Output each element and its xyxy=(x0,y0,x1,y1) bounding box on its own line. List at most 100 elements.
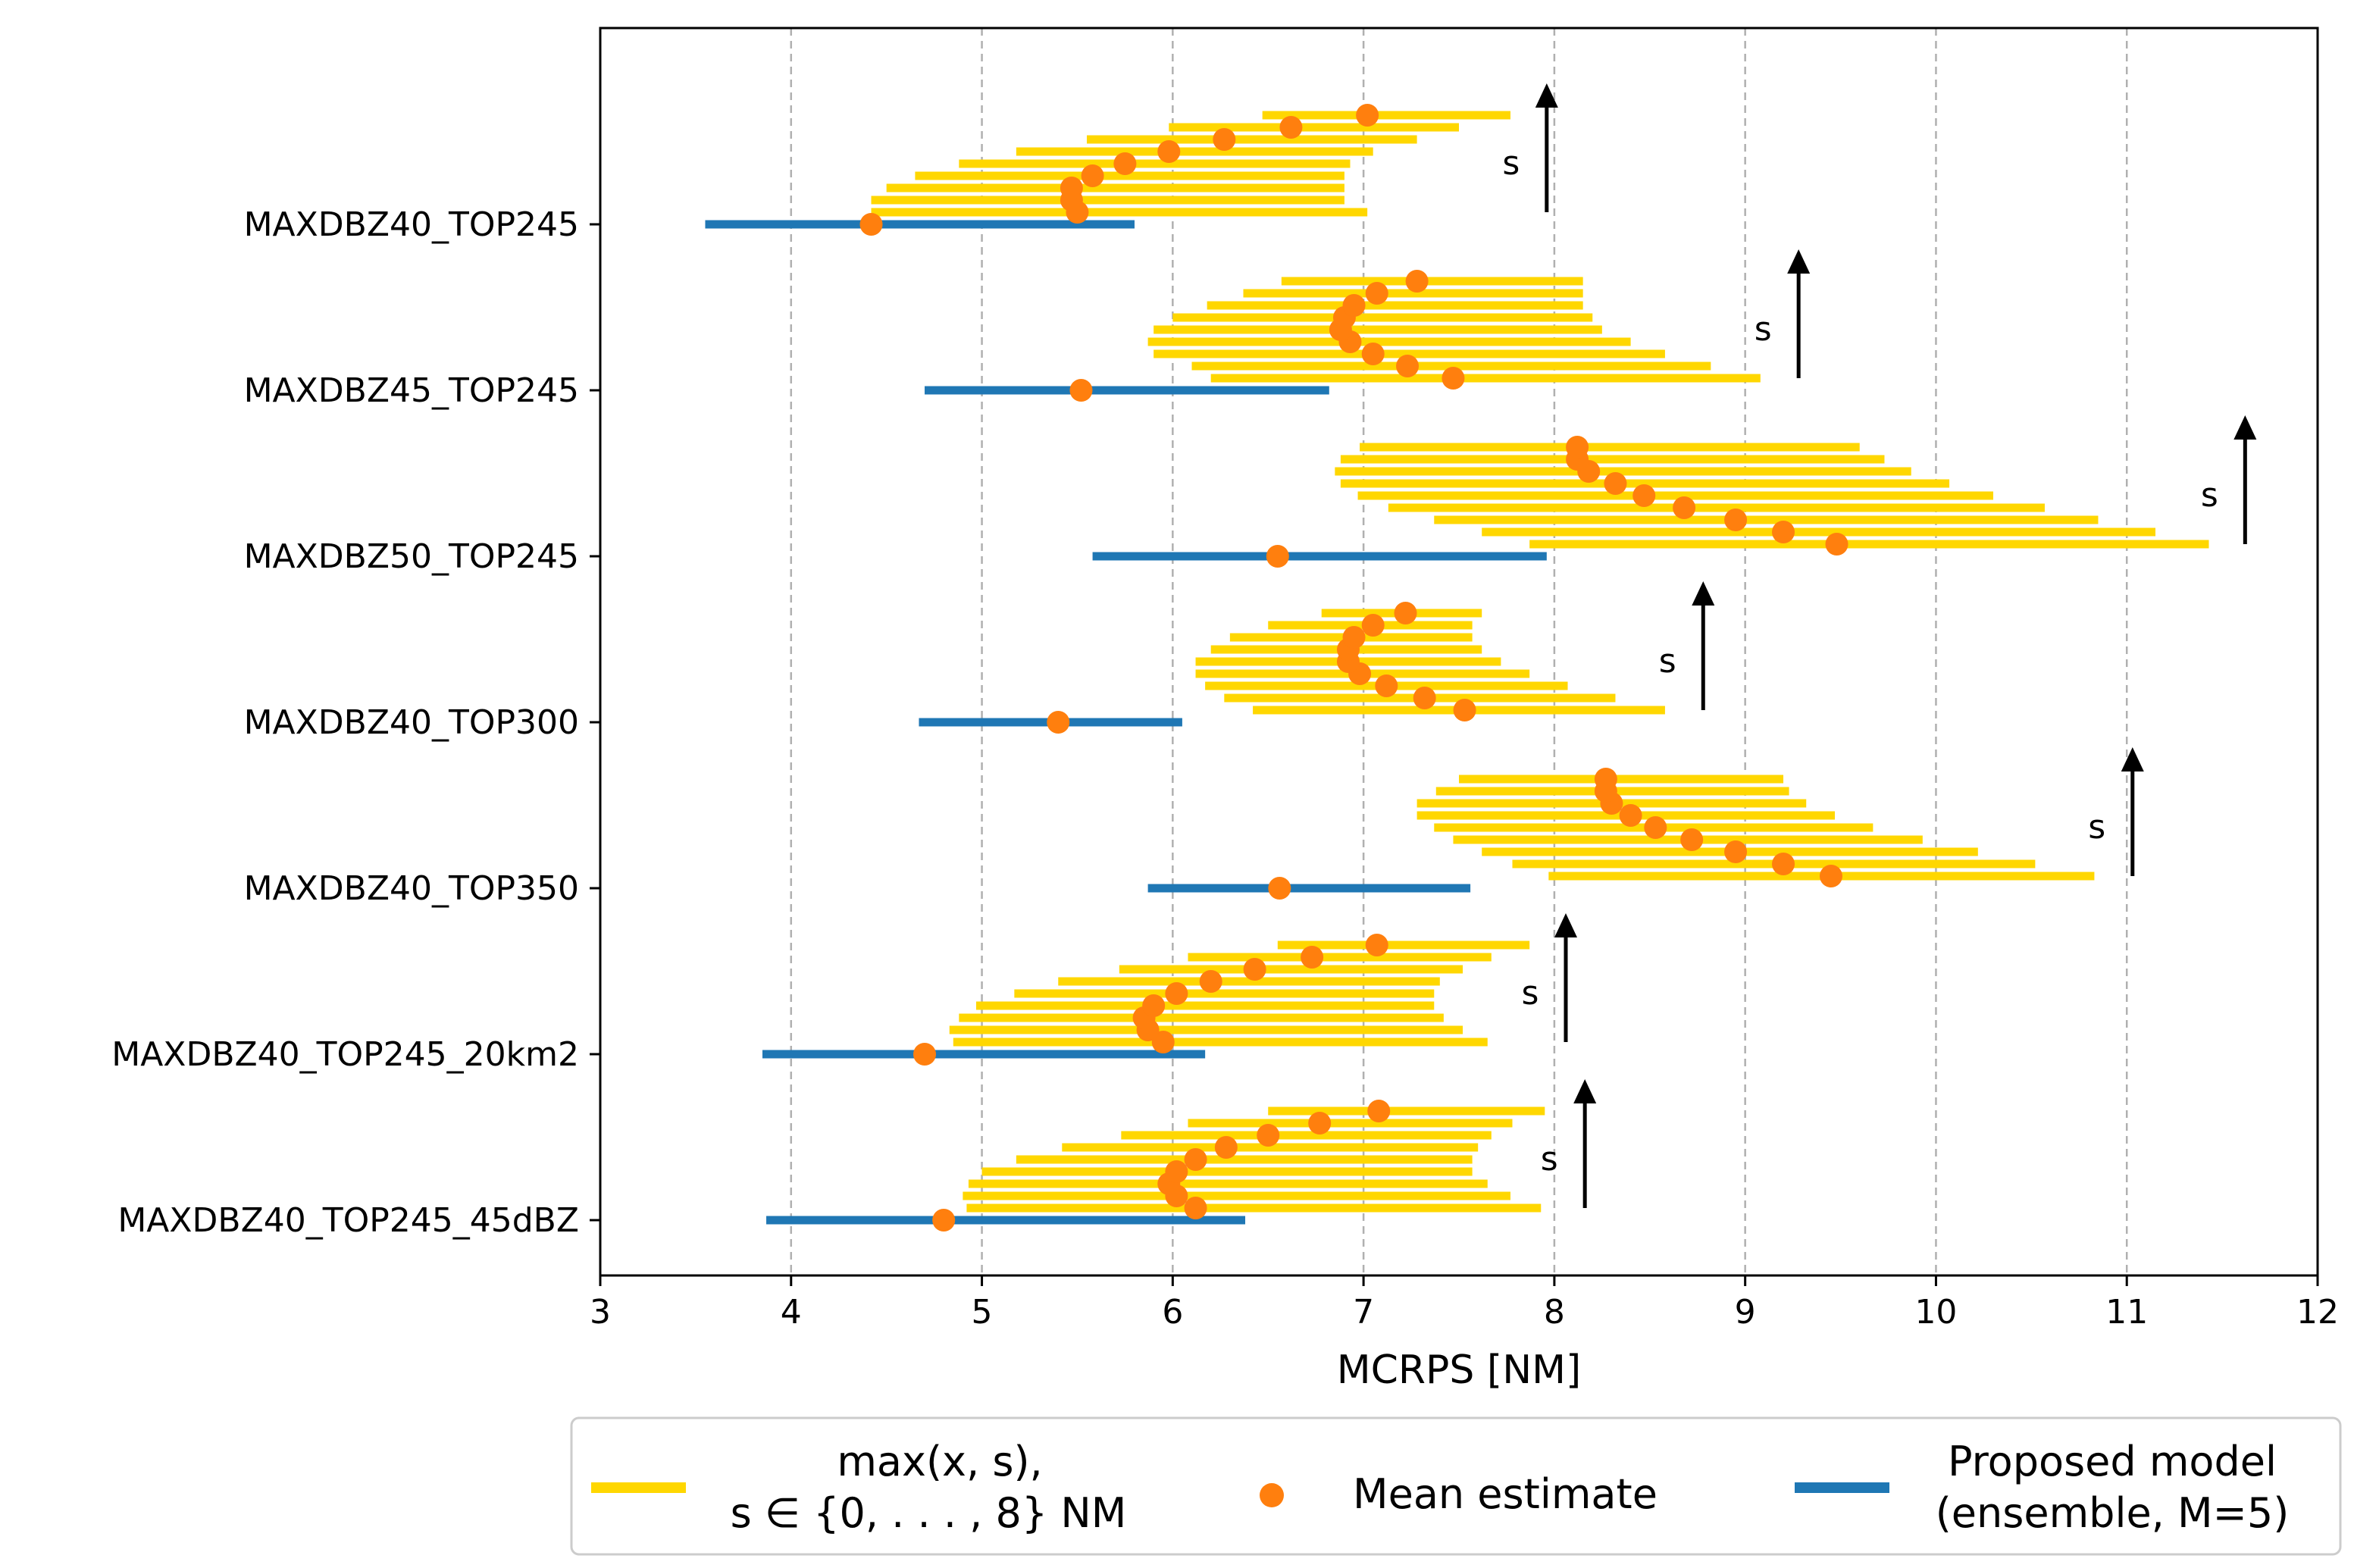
x-tick-label: 10 xyxy=(1914,1293,1957,1332)
mean-point xyxy=(1165,982,1188,1005)
mean-point xyxy=(1405,270,1429,293)
y-tick-label: MAXDBZ40_TOP245_20km2 xyxy=(111,1035,579,1074)
mean-point xyxy=(1825,533,1848,556)
mean-point xyxy=(1113,152,1137,175)
y-tick-label: MAXDBZ40_TOP350 xyxy=(244,869,579,908)
proposed-mean-point xyxy=(1266,545,1289,568)
mean-point xyxy=(1184,1197,1207,1219)
s-arrow-head xyxy=(1692,581,1715,606)
mean-point xyxy=(1151,1031,1175,1053)
mean-point xyxy=(1365,934,1388,956)
mean-point xyxy=(1413,687,1436,709)
mean-point xyxy=(1157,140,1181,163)
s-arrow-label: s xyxy=(1659,642,1676,681)
mean-point xyxy=(1619,804,1642,827)
s-arrow-head xyxy=(1573,1079,1597,1103)
y-tick-label: MAXDBZ40_TOP245_45dBZ xyxy=(117,1201,579,1240)
x-tick-label: 11 xyxy=(2105,1293,2148,1332)
proposed-mean-point xyxy=(913,1043,937,1066)
proposed-mean-point xyxy=(1268,877,1291,900)
x-tick-label: 12 xyxy=(2296,1293,2339,1332)
mean-point xyxy=(1214,1136,1238,1159)
s-arrow-label: s xyxy=(1541,1140,1558,1178)
x-axis-title: MCRPS [NM] xyxy=(1337,1347,1582,1393)
mean-point xyxy=(1365,282,1388,305)
mean-point xyxy=(1213,128,1236,151)
proposed-mean-point xyxy=(859,213,883,236)
legend-proposed-line2: (ensemble, M=5) xyxy=(1936,1489,2290,1537)
mean-point xyxy=(1060,177,1083,199)
legend-swatch-mean xyxy=(1260,1483,1284,1507)
mean-point xyxy=(1367,1100,1391,1122)
mean-point xyxy=(1375,674,1398,697)
s-arrow-head xyxy=(1535,83,1558,108)
mean-point xyxy=(1342,626,1366,649)
x-tick-label: 5 xyxy=(972,1293,993,1332)
mean-point xyxy=(1396,355,1420,377)
plot-frame xyxy=(599,27,2319,1277)
mean-point xyxy=(1604,472,1627,495)
y-tick-label: MAXDBZ40_TOP245 xyxy=(244,205,579,244)
x-tick-label: 3 xyxy=(590,1293,611,1332)
y-tick-label: MAXDBZ45_TOP245 xyxy=(244,371,579,410)
mean-point xyxy=(1308,1112,1332,1135)
mean-point xyxy=(1279,116,1303,139)
mean-point xyxy=(1772,853,1795,875)
mean-point xyxy=(1594,768,1617,790)
proposed-mean-point xyxy=(1069,379,1093,402)
mean-point xyxy=(1453,699,1476,721)
s-arrow-label: s xyxy=(2088,808,2105,847)
legend-mean-label: Mean estimate xyxy=(1353,1470,1658,1518)
mean-point xyxy=(1081,164,1104,187)
x-tick-label: 4 xyxy=(781,1293,802,1332)
s-arrows: s s s s s s s xyxy=(1502,83,2257,1208)
mean-point xyxy=(1772,521,1795,543)
legend-range-line2: s ∈ {0, . . . , 8} NM xyxy=(731,1489,1127,1537)
mean-point xyxy=(1301,946,1324,969)
mean-point xyxy=(1819,865,1842,887)
x-tick-label: 8 xyxy=(1544,1293,1565,1332)
plot-marks xyxy=(705,104,2209,1232)
s-arrow-head xyxy=(1554,913,1577,937)
mean-point xyxy=(1243,958,1266,981)
mean-point xyxy=(1566,436,1589,459)
mean-point xyxy=(1361,343,1385,365)
y-tick-label: MAXDBZ40_TOP300 xyxy=(244,703,579,742)
x-tick-label: 7 xyxy=(1353,1293,1374,1332)
mean-point xyxy=(1142,994,1166,1017)
mean-point xyxy=(1199,970,1222,993)
mean-point xyxy=(1165,1160,1188,1183)
s-arrow-label: s xyxy=(1502,144,1520,183)
proposed-mean-point xyxy=(1047,711,1070,734)
mean-point xyxy=(1184,1148,1207,1171)
s-arrow-label: s xyxy=(1522,974,1539,1012)
legend: max(x, s), s ∈ {0, . . . , 8} NM Mean es… xyxy=(570,1416,2342,1556)
mean-point xyxy=(1442,367,1465,390)
mean-point xyxy=(1673,496,1696,519)
mean-point xyxy=(1342,294,1366,317)
mean-point xyxy=(1644,816,1667,839)
mean-point xyxy=(1724,840,1748,863)
x-axis: 3 4 5 6 7 8 9 10 11 12 xyxy=(590,1275,2339,1332)
mean-point xyxy=(1724,509,1748,531)
s-arrow-label: s xyxy=(1755,310,1772,349)
mean-point xyxy=(1680,828,1704,851)
legend-range-line1: max(x, s), xyxy=(837,1438,1042,1485)
mean-point xyxy=(1394,602,1417,624)
mean-point xyxy=(1361,614,1385,637)
s-arrow-label: s xyxy=(2201,476,2218,515)
legend-box xyxy=(570,1416,2342,1556)
s-arrow-head xyxy=(2121,747,2144,771)
mean-point xyxy=(1632,484,1656,507)
x-tick-label: 9 xyxy=(1735,1293,1756,1332)
x-tick-label: 6 xyxy=(1162,1293,1183,1332)
legend-proposed-line1: Proposed model xyxy=(1948,1438,2277,1485)
y-tick-label: MAXDBZ50_TOP245 xyxy=(244,537,579,576)
y-axis: MAXDBZ40_TOP245 MAXDBZ45_TOP245 MAXDBZ50_T… xyxy=(111,205,600,1240)
proposed-mean-point xyxy=(932,1209,956,1232)
mean-point xyxy=(1257,1124,1280,1147)
s-arrow-head xyxy=(2233,415,2257,440)
s-arrow-head xyxy=(1787,249,1811,274)
mean-point xyxy=(1356,104,1379,127)
